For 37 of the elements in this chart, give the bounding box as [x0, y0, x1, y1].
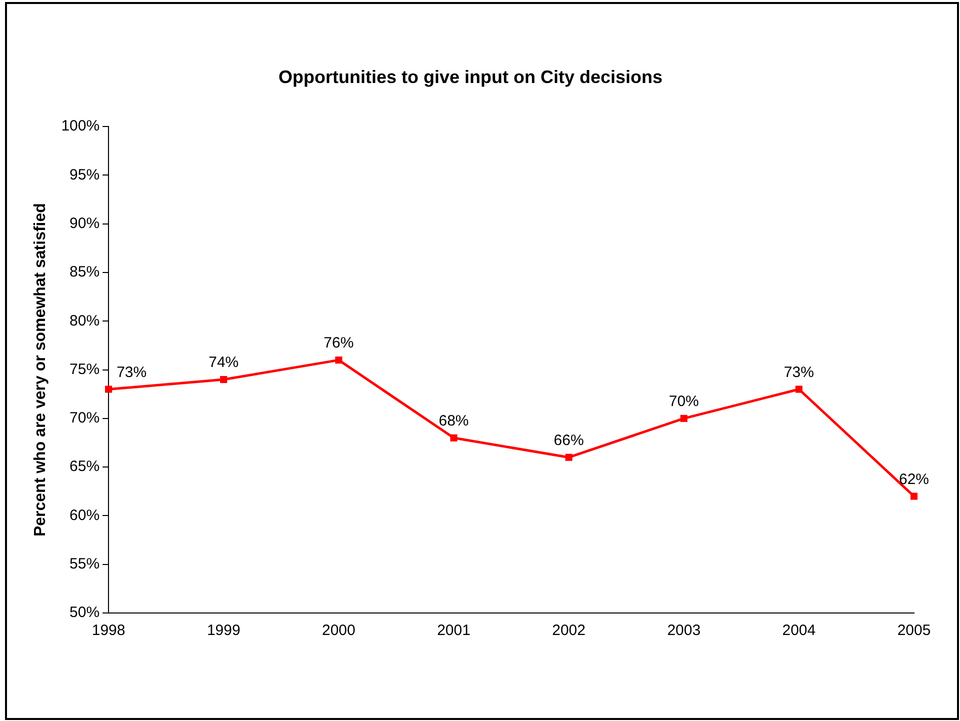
point — [680, 414, 688, 422]
data-label: 73% — [784, 364, 814, 381]
data-label: 73% — [116, 364, 147, 381]
y-tick-label: 75% — [70, 360, 100, 378]
x-tick-label: 2004 — [782, 622, 816, 640]
point — [450, 434, 458, 442]
y-tick-label: 55% — [70, 556, 100, 572]
data-label: 76% — [324, 334, 354, 352]
point — [910, 492, 918, 500]
y-tick-label: 100% — [61, 118, 100, 135]
x-tick-label: 2005 — [897, 622, 931, 640]
y-tick-label: 90% — [70, 215, 100, 232]
data-label: 68% — [438, 412, 469, 430]
y-tick-label: 70% — [70, 410, 100, 427]
data-label: 74% — [208, 354, 239, 372]
x-tick-label: 1998 — [92, 622, 126, 640]
chart-title: Opportunities to give input on City decisions — [278, 66, 663, 87]
y-tick-label: 65% — [70, 458, 100, 476]
point — [220, 376, 228, 384]
point — [105, 386, 112, 393]
x-tick-label: 2003 — [667, 622, 701, 640]
x-tick-label: 2001 — [437, 622, 470, 640]
y-tick-label: 60% — [70, 506, 100, 524]
data-label: 62% — [898, 470, 930, 488]
point — [565, 454, 572, 461]
x-tick-label: 2000 — [322, 622, 356, 640]
y-tick-label: 50% — [70, 604, 100, 622]
point — [335, 356, 342, 364]
point — [795, 386, 802, 393]
y-tick-label: 85% — [70, 264, 100, 281]
y-tick-label: 95% — [70, 166, 100, 184]
data-label: 70% — [668, 393, 699, 410]
x-tick-label: 1999 — [206, 622, 240, 640]
x-tick-label: 2002 — [552, 622, 586, 640]
y-tick-label: 80% — [70, 312, 100, 330]
data-label: 66% — [554, 432, 584, 449]
y-axis-title: Percent who are very or somewhat satisfied — [32, 203, 50, 537]
